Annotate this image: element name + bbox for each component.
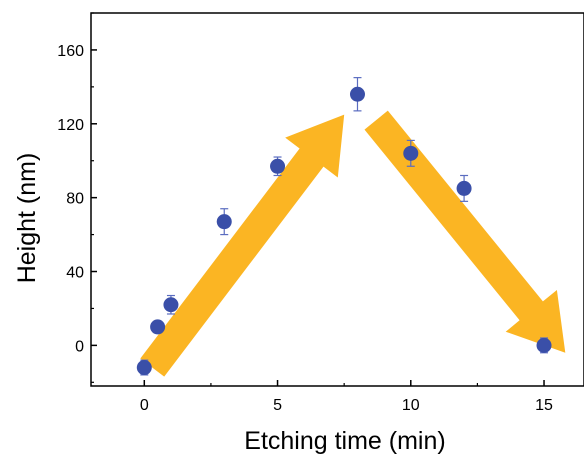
y-tick-label: 80 (66, 191, 84, 208)
y-tick-label: 120 (57, 117, 84, 134)
trend-arrow-1 (140, 114, 345, 377)
data-point-group (456, 174, 472, 202)
x-tick-label: 15 (535, 397, 553, 414)
data-point-group (403, 139, 419, 167)
x-tick-label: 5 (273, 397, 282, 414)
x-axis-title: Etching time (min) (244, 427, 445, 455)
data-series (136, 77, 552, 376)
data-point (163, 297, 179, 313)
y-axis-title: Height (nm) (13, 153, 41, 284)
x-tick-label: 10 (402, 397, 420, 414)
data-point-group (270, 156, 286, 177)
data-point (136, 360, 152, 376)
data-point-group (349, 77, 365, 112)
plot-frame (90, 12, 584, 387)
data-point-group (150, 319, 166, 335)
data-point (536, 337, 552, 353)
y-tick-label: 40 (66, 265, 84, 282)
data-point (216, 214, 232, 230)
y-tick-label: 0 (75, 338, 84, 355)
data-point-group (216, 208, 232, 236)
x-tick-label: 0 (140, 397, 149, 414)
data-point (403, 145, 419, 161)
trend-arrow-2 (364, 110, 566, 353)
data-point (349, 86, 365, 102)
y-tick-label: 160 (57, 43, 84, 60)
axes: 0 5 10 15 0 40 80 120 160 (57, 12, 553, 414)
data-point-group (136, 359, 152, 376)
trend-arrows (140, 110, 566, 377)
data-point-group (536, 337, 552, 354)
data-point-group (163, 294, 179, 315)
data-point (150, 319, 166, 335)
data-point (456, 180, 472, 196)
data-point (270, 158, 286, 174)
